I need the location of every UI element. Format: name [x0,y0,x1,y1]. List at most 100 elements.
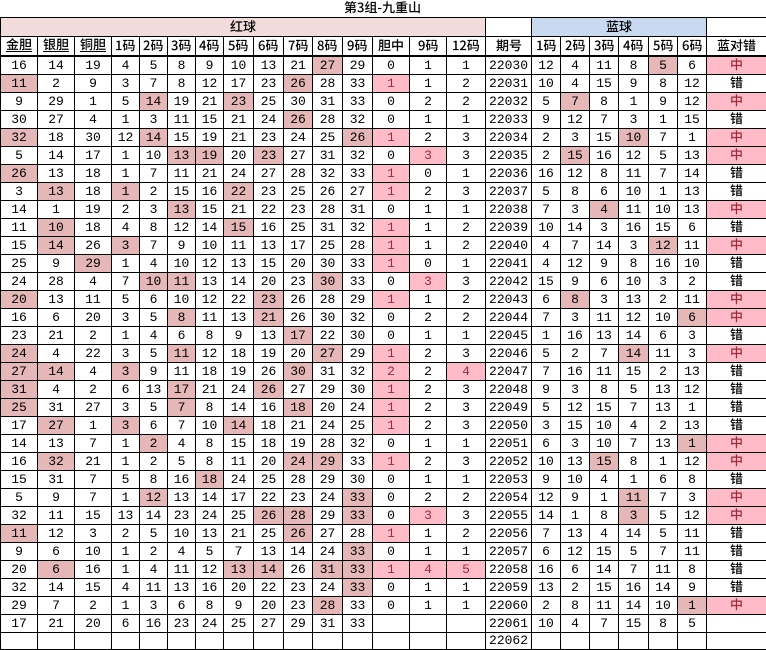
blue-result-cell [707,488,766,506]
red-section-header [1,18,486,37]
red-ball-cell: 23 [254,74,284,92]
blue-ball-cell: 1 [649,182,678,200]
red-ball-cell: 20 [254,452,284,470]
dan-hit-count-cell: 0 [373,110,410,128]
blue-result-cell [707,578,766,596]
blue-result-cell [707,218,766,236]
red-ball-cell: 11 [168,110,196,128]
blue-ball-cell: 7 [561,92,590,110]
red-ball-cell: 17 [75,146,112,164]
issue-cell: 22035 [486,146,532,164]
blue-ball-cell: 12 [532,488,561,506]
blue-ball-cell: 13 [649,398,678,416]
red-ball-cell: 24 [254,110,284,128]
issue-cell: 22056 [486,524,532,542]
blue-result-cell [707,596,766,614]
red-ball-cell: 8 [168,74,196,92]
cjk-text-glyphs [730,544,743,557]
red-ball-cell: 9 [196,56,224,74]
red-ball-cell: 31 [313,560,343,578]
blue-ball-cell: 12 [561,110,590,128]
issue-cell: 22057 [486,542,532,560]
red-ball-cell: 12 [196,290,224,308]
hit9-count-cell: 1 [410,524,447,542]
cjk-text-glyphs [199,39,220,52]
issue-cell: 22032 [486,92,532,110]
blue-ball-cell: 2 [649,290,678,308]
red-ball-cell: 13 [196,524,224,542]
dan-hit-count-cell: 0 [373,200,410,218]
hit12-count-cell: 4 [447,362,486,380]
red-ball-cell [224,632,254,649]
red-ball-cell: 13 [38,434,75,452]
hit9-count-cell: 1 [410,542,447,560]
cjk-text-glyphs [347,39,368,52]
red-ball-cell: 18 [38,128,75,146]
red-ball-cell: 20 [224,146,254,164]
hit9-count-cell: 1 [410,236,447,254]
blue-result-cell [707,200,766,218]
blue-ball-cell: 14 [590,560,619,578]
blue-ball-cell: 5 [649,146,678,164]
red-ball-cell: 17 [1,416,38,434]
red-ball-cell: 16 [75,560,112,578]
blue-ball-cell: 16 [532,560,561,578]
red-ball-cell: 8 [140,470,168,488]
cjk-text-glyphs [730,238,743,251]
blue-ball-cell: 6 [649,470,678,488]
red-ball-cell: 4 [140,254,168,272]
red-ball-cell: 24 [313,488,343,506]
hit9-count-cell: 1 [410,434,447,452]
red-ball-cell: 18 [75,218,112,236]
red-ball-cell: 24 [313,578,343,596]
red-ball-cell: 3 [112,362,140,380]
blue-ball-cell: 11 [619,488,649,506]
red-ball-cell: 26 [284,110,313,128]
red-ball-cell: 29 [343,56,373,74]
red-ball-cell: 14 [196,218,224,236]
red-ball-cell: 30 [75,128,112,146]
red-ball-cell: 24 [224,380,254,398]
red-ball-cell: 23 [254,290,284,308]
dan-hit-count-cell: 1 [373,416,410,434]
issue-cell: 22058 [486,560,532,578]
blue-ball-cell: 3 [649,272,678,290]
red-ball-cell: 21 [38,326,75,344]
cjk-text-glyphs [730,598,743,611]
red-ball-cell [112,632,140,649]
col-header-19 [619,37,649,57]
red-ball-cell: 16 [254,398,284,416]
red-ball-cell: 13 [112,506,140,524]
red-ball-cell: 3 [1,182,38,200]
blue-ball-cell: 8 [649,614,678,632]
red-ball-cell: 8 [196,434,224,452]
blue-ball-cell: 15 [532,272,561,290]
blue-ball-cell: 13 [649,380,678,398]
red-ball-cell: 7 [168,416,196,434]
red-ball-cell: 28 [313,74,343,92]
red-ball-cell: 3 [140,200,168,218]
hit9-count-cell: 3 [410,506,447,524]
blue-result-cell [707,398,766,416]
cjk-text-glyphs [653,39,674,52]
blue-ball-cell: 1 [561,506,590,524]
red-ball-cell: 1 [112,182,140,200]
red-ball-cell: 21 [38,614,75,632]
blue-ball-cell: 6 [532,434,561,452]
dan-hit-count-cell: 1 [373,254,410,272]
blue-ball-cell: 9 [619,74,649,92]
red-ball-cell: 31 [38,470,75,488]
hit12-count-cell: 1 [447,470,486,488]
red-ball-cell: 30 [284,92,313,110]
blue-ball-cell: 7 [590,344,619,362]
blue-ball-cell: 4 [561,56,590,74]
red-ball-cell: 3 [112,398,140,416]
red-ball-cell: 22 [224,182,254,200]
red-ball-cell: 22 [313,326,343,344]
red-ball-cell: 33 [343,596,373,614]
red-ball-cell: 1 [75,416,112,434]
dan-hit-count-cell: 1 [373,560,410,578]
